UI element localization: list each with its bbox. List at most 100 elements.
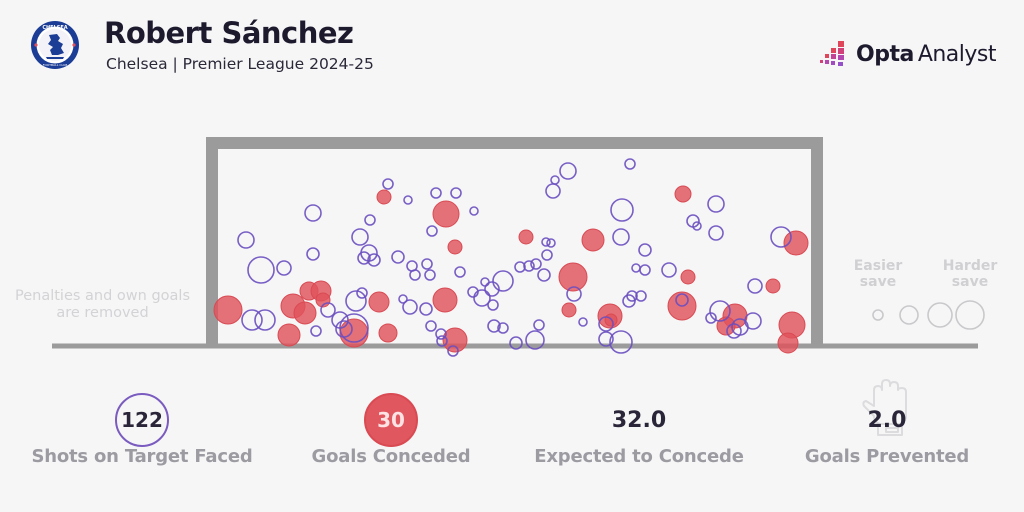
goal-marker bbox=[680, 269, 696, 285]
save-marker bbox=[631, 263, 641, 273]
save-marker bbox=[310, 325, 322, 337]
save-marker bbox=[356, 287, 368, 299]
svg-text:FOOTBALL CLUB: FOOTBALL CLUB bbox=[43, 63, 68, 67]
save-marker bbox=[624, 158, 636, 170]
legend-easier-label: Easier save bbox=[853, 258, 903, 290]
save-marker bbox=[447, 345, 459, 357]
legend-circles bbox=[872, 300, 985, 330]
save-marker bbox=[382, 178, 394, 190]
save-marker bbox=[450, 187, 462, 199]
goal-marker bbox=[674, 185, 692, 203]
save-marker bbox=[254, 309, 276, 331]
save-marker bbox=[598, 331, 614, 347]
save-marker bbox=[731, 318, 749, 336]
save-marker bbox=[726, 323, 742, 339]
save-marker bbox=[497, 322, 509, 334]
save-marker bbox=[364, 214, 376, 226]
goal-marker bbox=[558, 262, 588, 292]
save-marker bbox=[770, 226, 792, 248]
goal-marker bbox=[277, 323, 301, 347]
stat-shots-on-target: 122 Shots on Target Faced bbox=[12, 380, 272, 490]
save-marker bbox=[276, 260, 292, 276]
save-marker bbox=[402, 299, 418, 315]
save-marker bbox=[566, 286, 582, 302]
xg-value: 32.0 bbox=[611, 407, 667, 433]
save-marker bbox=[541, 249, 553, 261]
save-difficulty-legend: Easier save Harder save bbox=[845, 256, 1024, 336]
save-marker bbox=[357, 251, 371, 265]
saves-layer bbox=[237, 158, 792, 357]
save-marker bbox=[533, 319, 545, 331]
goal-marker bbox=[447, 239, 463, 255]
goal-marker bbox=[777, 332, 799, 354]
save-marker bbox=[609, 330, 633, 354]
save-marker bbox=[523, 260, 535, 272]
save-marker bbox=[692, 221, 702, 231]
goal-marker bbox=[213, 295, 243, 325]
goal-marker bbox=[378, 323, 398, 343]
save-marker bbox=[304, 204, 322, 222]
stat-label: Expected to Concede bbox=[534, 446, 744, 467]
legend-circle bbox=[899, 305, 919, 325]
save-marker bbox=[635, 290, 647, 302]
header: CHELSEA FOOTBALL CLUB Robert Sánchez Che… bbox=[0, 0, 1024, 90]
save-marker bbox=[237, 231, 255, 249]
save-marker bbox=[430, 187, 442, 199]
brand-name-regular: Analyst bbox=[917, 41, 997, 67]
save-marker bbox=[473, 289, 491, 307]
goal-marker bbox=[783, 230, 809, 256]
save-marker bbox=[530, 258, 542, 270]
save-marker bbox=[492, 270, 514, 292]
brand-name-bold: Opta bbox=[856, 41, 914, 67]
save-marker bbox=[509, 336, 523, 350]
save-marker bbox=[598, 316, 614, 332]
save-marker bbox=[708, 225, 724, 241]
goalkeeper-glove-icon bbox=[862, 379, 907, 436]
legend-circle bbox=[927, 302, 953, 328]
save-marker bbox=[403, 195, 413, 205]
save-marker bbox=[541, 237, 551, 247]
save-marker bbox=[559, 162, 577, 180]
goals-prevented-value: 2.0 bbox=[867, 407, 907, 433]
goal-frame bbox=[52, 137, 978, 349]
save-marker bbox=[675, 293, 689, 307]
save-marker bbox=[367, 253, 381, 267]
goal-marker bbox=[765, 278, 781, 294]
save-marker bbox=[487, 319, 501, 333]
save-marker bbox=[241, 309, 263, 331]
stat-goals-prevented: 2.0 Goals Prevented bbox=[757, 379, 1017, 490]
save-marker bbox=[335, 320, 353, 338]
goal-marker bbox=[442, 327, 468, 353]
save-marker bbox=[469, 206, 479, 216]
stats-row: 122 Shots on Target Faced 30 Goals Conce… bbox=[0, 379, 1024, 490]
penalties-note: Penalties and own goals are removed bbox=[14, 288, 190, 321]
opta-analyst-logo: Opta Analyst bbox=[818, 38, 997, 70]
save-marker bbox=[360, 244, 378, 262]
legend-harder-label: Harder save bbox=[942, 258, 998, 290]
goal-marker bbox=[368, 291, 390, 313]
save-marker bbox=[426, 225, 438, 237]
save-marker bbox=[622, 294, 636, 308]
save-marker bbox=[398, 294, 408, 304]
save-marker bbox=[638, 243, 652, 257]
save-marker bbox=[487, 299, 499, 311]
goal-marker bbox=[518, 229, 534, 245]
save-marker bbox=[454, 266, 466, 278]
player-name: Robert Sánchez bbox=[104, 16, 354, 50]
save-marker bbox=[339, 313, 369, 343]
save-marker bbox=[247, 256, 275, 284]
save-marker bbox=[421, 258, 433, 270]
save-marker bbox=[639, 264, 651, 276]
stat-goals-conceded: 30 Goals Conceded bbox=[261, 380, 521, 490]
save-marker bbox=[484, 281, 500, 297]
save-marker bbox=[306, 247, 320, 261]
chelsea-crest-icon: CHELSEA FOOTBALL CLUB bbox=[31, 21, 79, 69]
team-season-subtitle: Chelsea | Premier League 2024-25 bbox=[106, 55, 374, 73]
save-marker bbox=[610, 198, 634, 222]
save-marker bbox=[661, 262, 677, 278]
save-marker bbox=[546, 238, 556, 248]
goal-marker bbox=[432, 287, 458, 313]
goal-marker bbox=[581, 228, 605, 252]
save-marker bbox=[320, 302, 336, 318]
save-marker bbox=[747, 278, 763, 294]
